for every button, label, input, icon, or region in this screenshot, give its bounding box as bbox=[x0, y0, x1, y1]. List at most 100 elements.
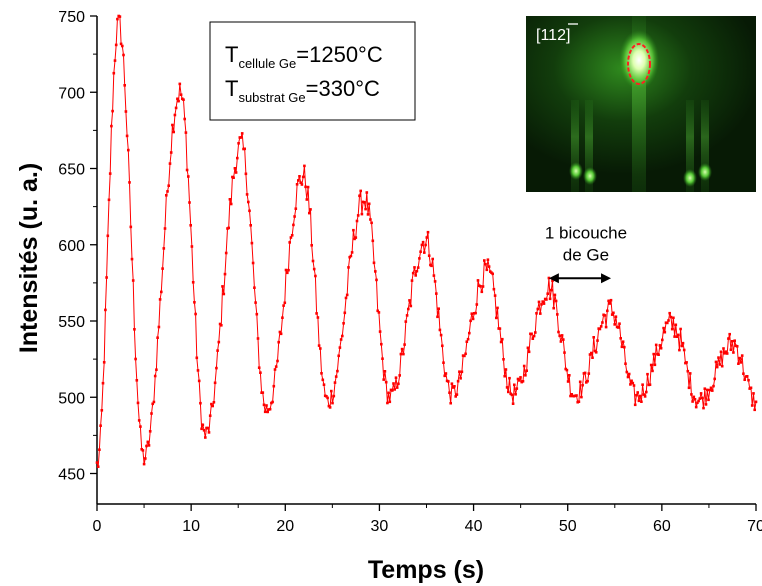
data-point bbox=[208, 414, 212, 417]
data-point bbox=[470, 312, 474, 315]
x-tick-label: 20 bbox=[276, 518, 294, 535]
data-point bbox=[680, 344, 684, 348]
data-point bbox=[330, 389, 333, 393]
data-point bbox=[193, 301, 196, 304]
data-point bbox=[305, 198, 309, 201]
data-point bbox=[492, 287, 496, 291]
data-point bbox=[717, 356, 720, 359]
data-point bbox=[131, 279, 135, 282]
data-point bbox=[367, 202, 371, 206]
data-point bbox=[354, 236, 358, 239]
data-point bbox=[404, 320, 408, 323]
data-point bbox=[450, 382, 454, 385]
x-tick-label: 50 bbox=[559, 518, 577, 535]
data-point bbox=[627, 372, 631, 376]
data-point bbox=[207, 431, 211, 434]
data-point bbox=[358, 194, 361, 198]
data-point bbox=[150, 412, 153, 415]
data-point bbox=[383, 370, 387, 373]
data-point bbox=[464, 352, 467, 356]
data-point bbox=[641, 383, 644, 386]
data-point bbox=[161, 267, 164, 270]
data-point bbox=[101, 381, 105, 385]
data-point bbox=[653, 363, 657, 367]
x-tick-label: 10 bbox=[182, 518, 200, 535]
data-point bbox=[458, 370, 461, 373]
data-point bbox=[387, 391, 390, 395]
data-point bbox=[172, 130, 175, 134]
data-point bbox=[237, 142, 240, 145]
data-point bbox=[397, 382, 400, 386]
data-point bbox=[272, 384, 276, 388]
data-point bbox=[545, 298, 548, 301]
data-point bbox=[263, 410, 267, 414]
data-point bbox=[566, 380, 570, 383]
data-point bbox=[526, 346, 530, 350]
data-point bbox=[645, 390, 648, 394]
data-point bbox=[300, 183, 304, 186]
data-point bbox=[298, 175, 301, 178]
y-tick-label: 600 bbox=[58, 238, 85, 255]
data-point bbox=[210, 402, 213, 406]
data-point bbox=[596, 339, 599, 342]
data-point bbox=[465, 340, 469, 343]
data-point bbox=[463, 354, 466, 358]
data-point bbox=[449, 401, 452, 405]
data-point bbox=[366, 213, 370, 216]
data-point bbox=[563, 351, 566, 354]
data-point bbox=[581, 383, 584, 387]
data-point bbox=[718, 363, 721, 366]
data-point bbox=[151, 402, 154, 406]
data-point bbox=[730, 340, 734, 343]
legend-line-1-value: =1250°C bbox=[296, 42, 383, 67]
data-point bbox=[474, 311, 477, 315]
data-point bbox=[483, 259, 486, 262]
data-point bbox=[499, 340, 503, 344]
data-point bbox=[659, 346, 663, 350]
data-point bbox=[414, 274, 417, 277]
data-point bbox=[320, 372, 323, 375]
data-point bbox=[216, 349, 219, 352]
data-point bbox=[153, 374, 157, 378]
data-point bbox=[475, 303, 479, 306]
y-tick-label: 500 bbox=[58, 390, 85, 407]
data-point bbox=[617, 326, 620, 329]
data-point bbox=[603, 314, 607, 317]
legend-box: Tcellule Ge=1250°C Tsubstrat Ge=330°C bbox=[209, 21, 416, 121]
data-point bbox=[632, 384, 636, 387]
data-point bbox=[734, 344, 738, 348]
data-point bbox=[697, 399, 700, 403]
data-point bbox=[228, 198, 232, 201]
data-point bbox=[430, 264, 433, 268]
data-point bbox=[448, 391, 451, 394]
data-point bbox=[421, 240, 425, 244]
data-point bbox=[481, 285, 485, 288]
data-point bbox=[699, 392, 703, 395]
data-point bbox=[188, 201, 191, 204]
data-point bbox=[129, 225, 133, 229]
data-point bbox=[621, 340, 625, 343]
data-point bbox=[568, 374, 571, 377]
data-point bbox=[325, 395, 328, 398]
data-point bbox=[610, 313, 614, 316]
data-point bbox=[459, 377, 462, 380]
data-point bbox=[513, 383, 516, 387]
data-point bbox=[712, 384, 715, 388]
data-point bbox=[532, 334, 536, 338]
data-point bbox=[312, 267, 316, 271]
data-point bbox=[534, 331, 537, 334]
data-point bbox=[411, 271, 415, 275]
data-point bbox=[648, 383, 652, 386]
data-point bbox=[631, 381, 635, 385]
data-point bbox=[503, 374, 506, 378]
data-point bbox=[293, 215, 296, 218]
data-point bbox=[361, 200, 365, 204]
data-point bbox=[356, 214, 360, 217]
data-point bbox=[239, 136, 243, 139]
data-point bbox=[178, 82, 182, 86]
data-point bbox=[657, 353, 660, 356]
data-point bbox=[740, 354, 744, 357]
data-point bbox=[696, 401, 699, 404]
data-point bbox=[121, 44, 124, 48]
